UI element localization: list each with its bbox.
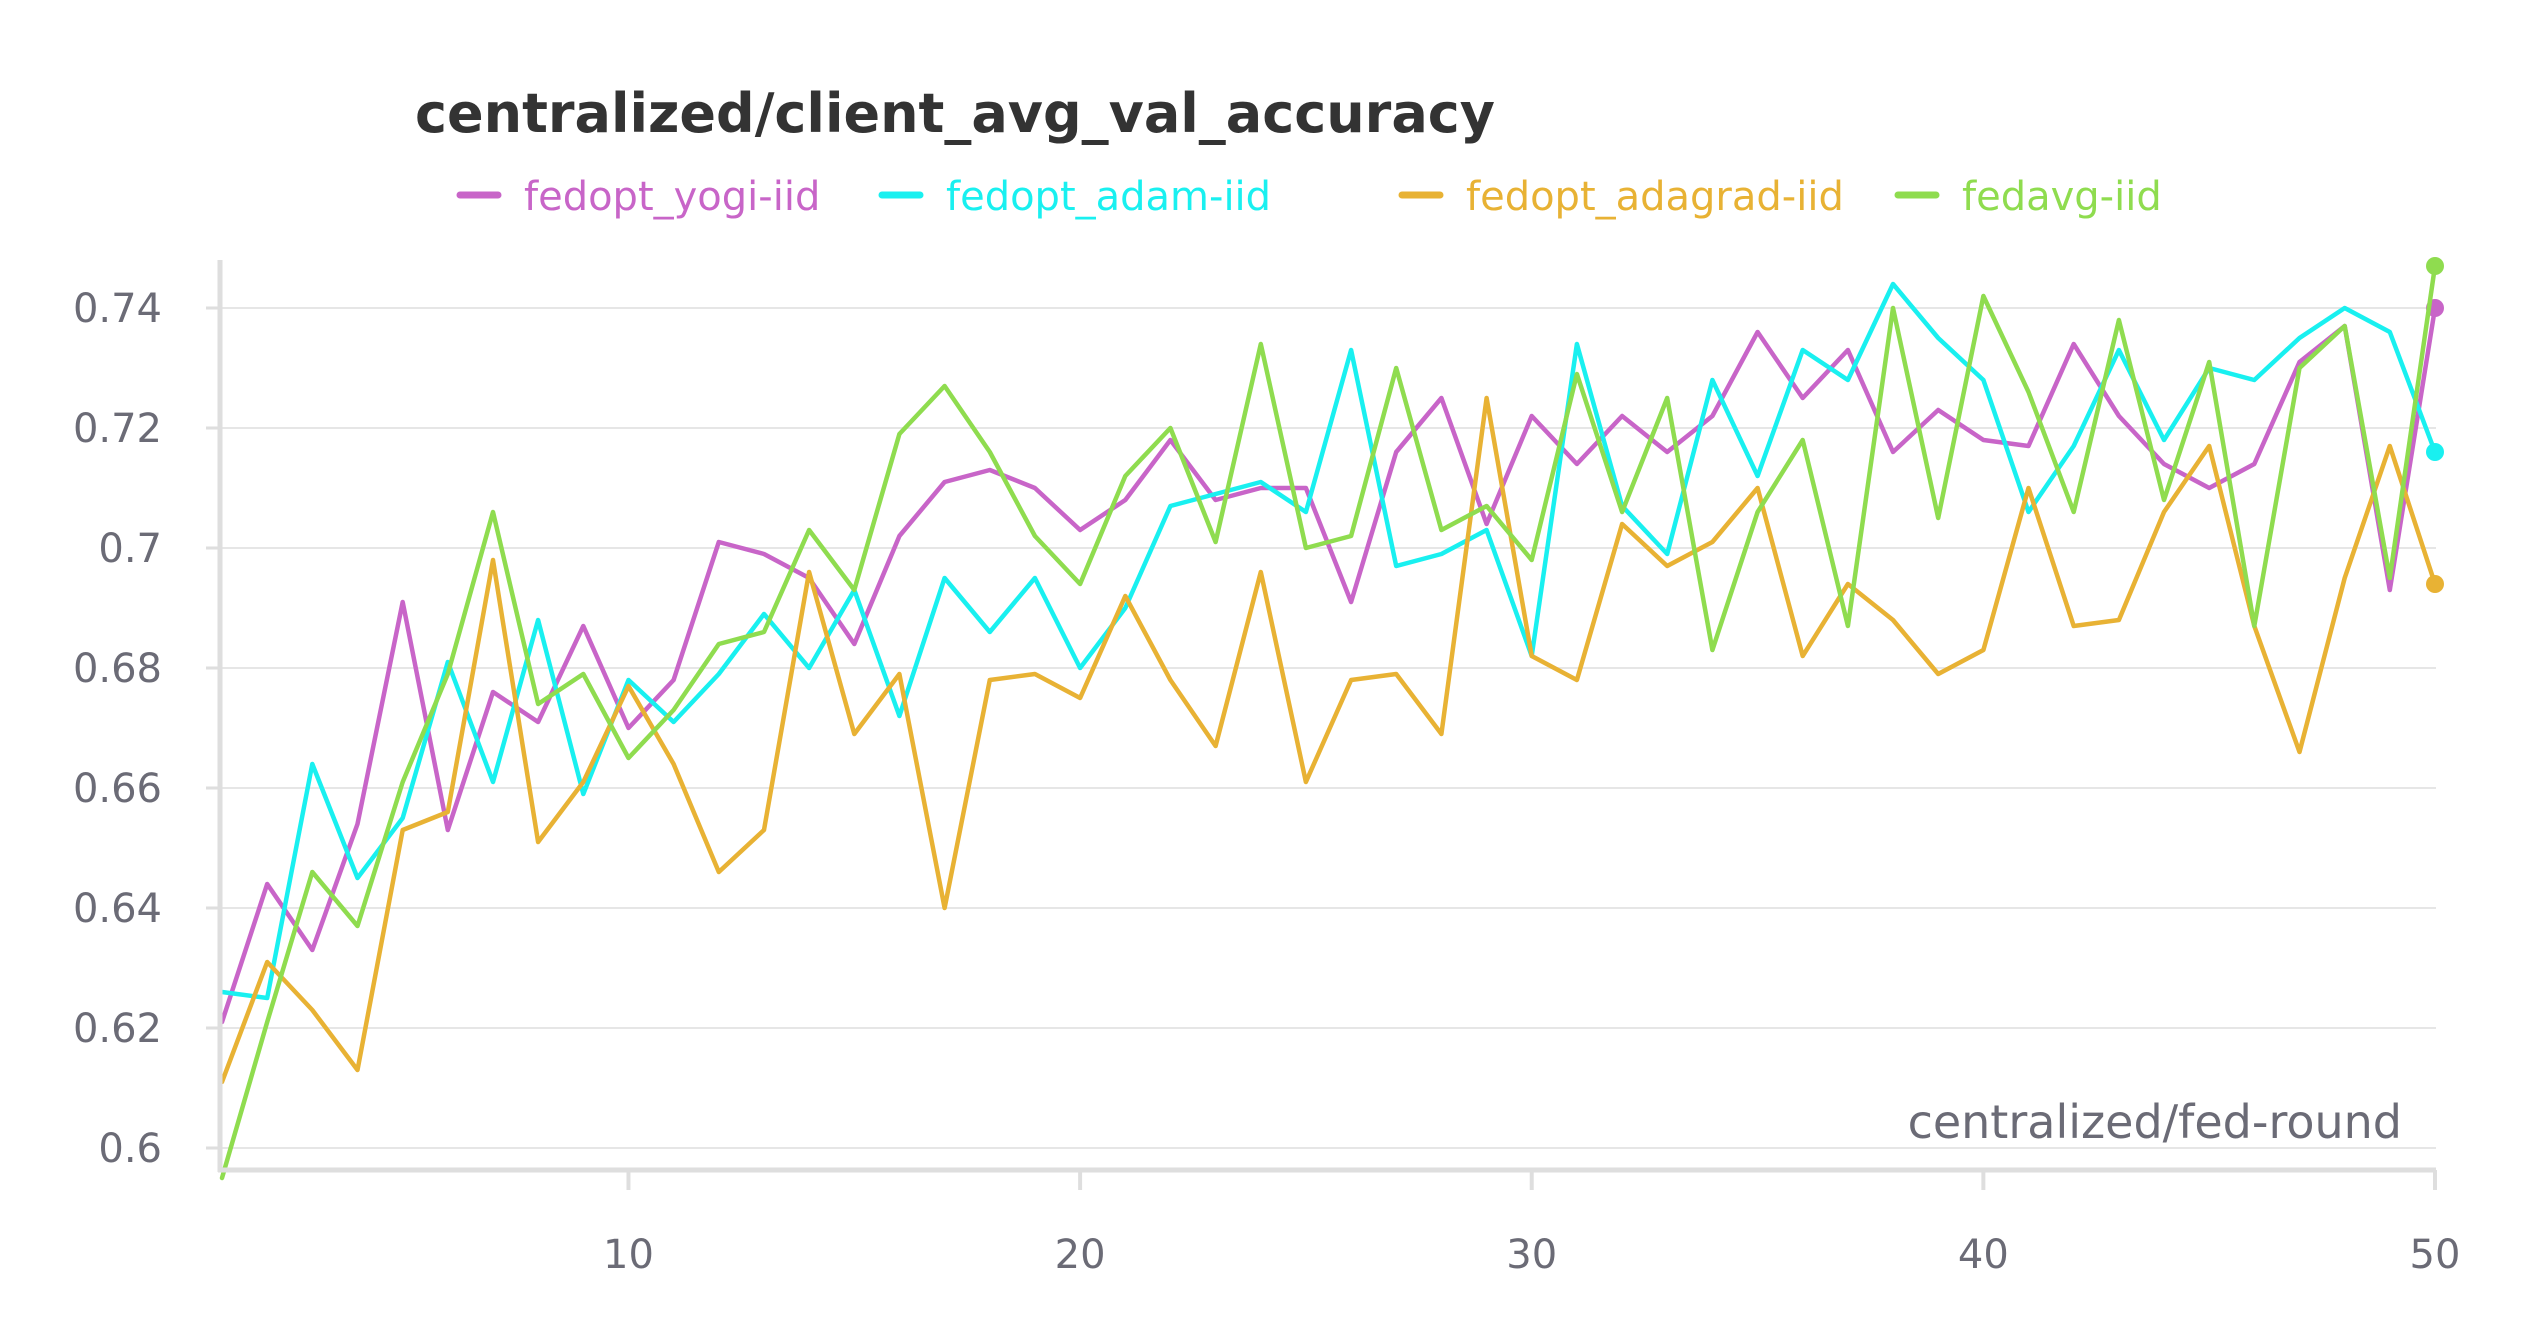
series-line-3	[219, 263, 2438, 1181]
chart-title: centralized/client_avg_val_accuracy	[415, 82, 1495, 145]
y-tick-label-7: 0.74	[73, 286, 162, 332]
legend-item-0[interactable]: fedopt_yogi-iid	[524, 174, 820, 220]
series-line-2	[219, 395, 2438, 1085]
series-layer	[219, 257, 2444, 1181]
x-tick-label-0: 10	[603, 1232, 654, 1278]
x-tick-label-3: 40	[1958, 1232, 2009, 1278]
x-axis-label: centralized/fed-round	[1908, 1095, 2402, 1149]
y-axis-ticks: 0.6 0.62 0.64 0.66 0.68 0.7 0.72 0.74	[73, 286, 220, 1172]
legend-item-2[interactable]: fedopt_adagrad-iid	[1466, 174, 1844, 220]
y-tick-label-1: 0.62	[73, 1006, 162, 1052]
y-tick-label-3: 0.66	[73, 766, 162, 812]
x-tick-label-1: 20	[1055, 1232, 1106, 1278]
x-tick-label-4: 50	[2410, 1232, 2461, 1278]
y-tick-label-0: 0.6	[98, 1126, 162, 1172]
y-tick-label-6: 0.72	[73, 406, 162, 452]
legend-item-1[interactable]: fedopt_adam-iid	[946, 174, 1271, 220]
legend[interactable]: fedopt_yogi-iid fedopt_adam-iid fedopt_ada…	[456, 174, 2162, 220]
axes	[217, 260, 2436, 1173]
y-tick-label-2: 0.64	[73, 886, 162, 932]
y-tick-label-5: 0.7	[98, 526, 162, 572]
y-tick-label-4: 0.68	[73, 646, 162, 692]
x-tick-label-2: 30	[1506, 1232, 1557, 1278]
series-end-point-1	[2426, 443, 2444, 461]
series-end-point-2	[2426, 575, 2444, 593]
gridlines	[220, 307, 2436, 1149]
series-line-1	[219, 281, 2438, 1001]
x-axis-ticks: 10 20 30 40 50	[603, 1170, 2460, 1278]
legend-item-3[interactable]: fedavg-iid	[1962, 174, 2162, 220]
series-end-point-3	[2426, 257, 2444, 275]
series-line-0	[219, 305, 2438, 1025]
